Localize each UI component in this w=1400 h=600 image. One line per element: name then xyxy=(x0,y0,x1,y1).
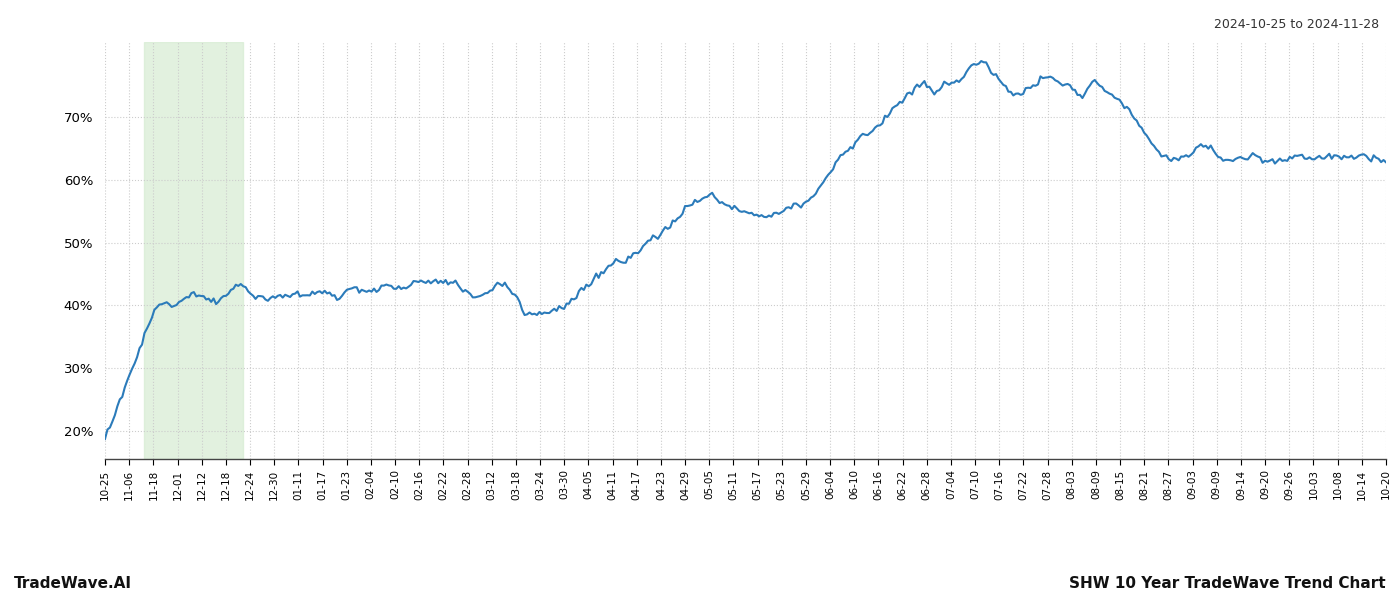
Text: TradeWave.AI: TradeWave.AI xyxy=(14,576,132,591)
Text: SHW 10 Year TradeWave Trend Chart: SHW 10 Year TradeWave Trend Chart xyxy=(1070,576,1386,591)
Text: 2024-10-25 to 2024-11-28: 2024-10-25 to 2024-11-28 xyxy=(1214,18,1379,31)
Bar xyxy=(144,42,244,459)
